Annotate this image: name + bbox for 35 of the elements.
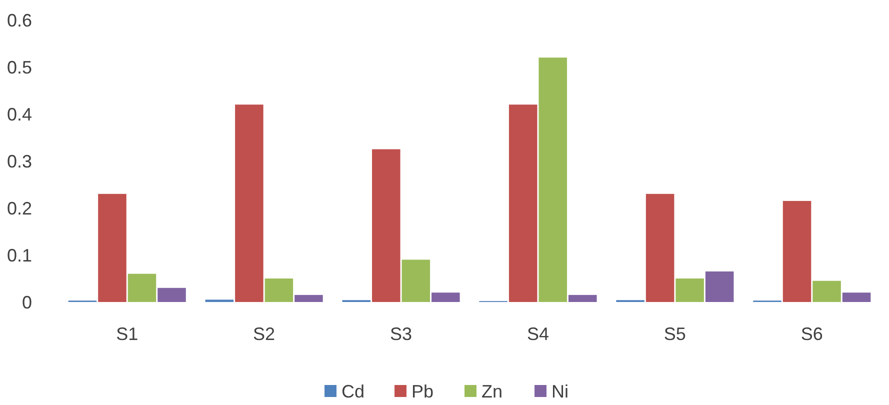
x-tick-label: S4: [526, 324, 549, 344]
bar: [235, 104, 264, 302]
bar: [372, 149, 400, 302]
y-tick-label: 0.3: [6, 151, 32, 172]
x-tick-label: S1: [116, 324, 138, 344]
legend-label: Ni: [552, 381, 568, 402]
bar: [676, 278, 704, 302]
y-tick-label: 0.2: [6, 198, 32, 218]
bar: [402, 260, 430, 302]
bar: [812, 280, 841, 302]
legend-label: Zn: [482, 381, 503, 402]
bar: [568, 294, 597, 302]
x-tick-label: S6: [800, 324, 823, 344]
bar: [432, 292, 460, 302]
bar: [128, 274, 156, 302]
bar: [264, 278, 294, 302]
x-tick-label: S3: [390, 324, 412, 344]
bar: [538, 58, 567, 302]
y-tick-label: 0.4: [6, 104, 32, 124]
bar: [294, 294, 323, 302]
bar: [158, 288, 186, 302]
bar: [782, 200, 812, 302]
bar: [842, 292, 871, 302]
x-tick-label: S2: [253, 324, 276, 344]
y-tick-label: 0.1: [6, 245, 32, 266]
bar: [98, 194, 126, 302]
x-tick-label: S5: [664, 324, 686, 344]
bar: [508, 104, 538, 302]
legend-label: Cd: [342, 381, 365, 402]
y-tick-label: 0: [22, 292, 32, 312]
y-tick-label: 0.5: [6, 57, 32, 78]
y-tick-label: 0.6: [6, 10, 32, 30]
bar: [705, 271, 734, 302]
legend-label: Pb: [412, 381, 434, 402]
bar: [646, 194, 674, 302]
